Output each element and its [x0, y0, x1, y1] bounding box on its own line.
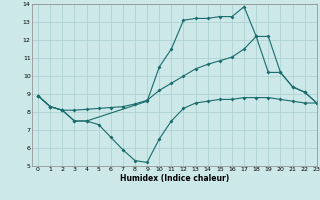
- X-axis label: Humidex (Indice chaleur): Humidex (Indice chaleur): [120, 174, 229, 183]
